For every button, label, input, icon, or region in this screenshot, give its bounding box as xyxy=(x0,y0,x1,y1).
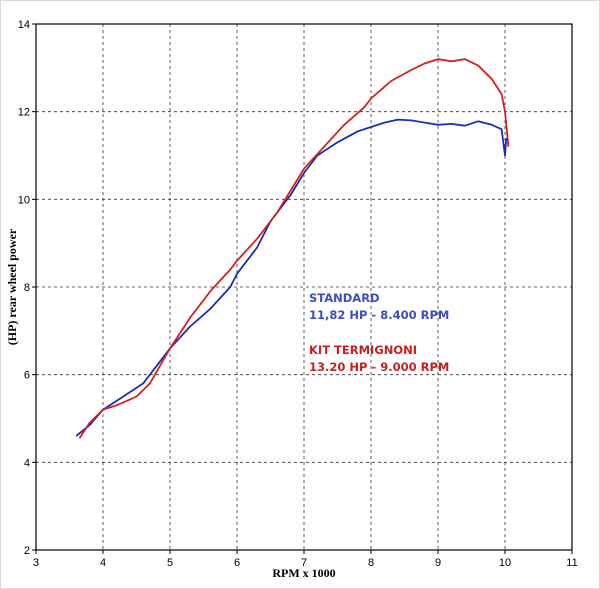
annotation-standard-value: 11,82 HP - 8.400 RPM xyxy=(309,308,449,322)
plot-border xyxy=(35,23,573,551)
x-tick-label-3: 3 xyxy=(33,557,39,569)
y-axis-title: (HP) rear wheel power xyxy=(5,228,19,345)
x-tick-label-9: 9 xyxy=(435,557,441,569)
axes xyxy=(32,23,573,554)
x-tick-label-11: 11 xyxy=(566,557,577,569)
annotation-termignoni: KIT TERMIGNONI 13.20 HP - 9.000 RPM xyxy=(309,343,449,374)
series-line-termignoni xyxy=(78,58,510,439)
x-tick-label-4: 4 xyxy=(100,557,106,569)
x-tick-label-5: 5 xyxy=(167,557,173,569)
grid-lines xyxy=(36,24,572,550)
x-tick-label-7: 7 xyxy=(301,557,307,569)
tick-labels: 3 4 5 6 7 8 9 10 11 2 4 6 8 10 12 14 xyxy=(18,19,578,569)
annotation-termignoni-title: KIT TERMIGNONI xyxy=(309,343,417,357)
annotation-standard: STANDARD 11,82 HP - 8.400 RPM xyxy=(309,291,449,322)
annotation-termignoni-value: 13.20 HP - 9.000 RPM xyxy=(309,360,449,374)
x-tick-label-10: 10 xyxy=(499,557,511,569)
y-tick-label-2: 2 xyxy=(24,545,30,557)
annotation-standard-title: STANDARD xyxy=(309,291,380,305)
y-tick-label-8: 8 xyxy=(24,282,30,294)
y-tick-label-6: 6 xyxy=(24,370,30,382)
y-tick-label-14: 14 xyxy=(18,19,30,31)
y-tick-label-4: 4 xyxy=(24,457,30,469)
x-tick-label-6: 6 xyxy=(234,557,240,569)
y-tick-label-10: 10 xyxy=(18,194,30,206)
x-axis-title: RPM x 1000 xyxy=(272,566,335,580)
series-lines xyxy=(75,58,510,439)
x-tick-label-8: 8 xyxy=(368,557,374,569)
y-tick-label-12: 12 xyxy=(18,107,30,119)
series-line-standard xyxy=(75,118,508,437)
